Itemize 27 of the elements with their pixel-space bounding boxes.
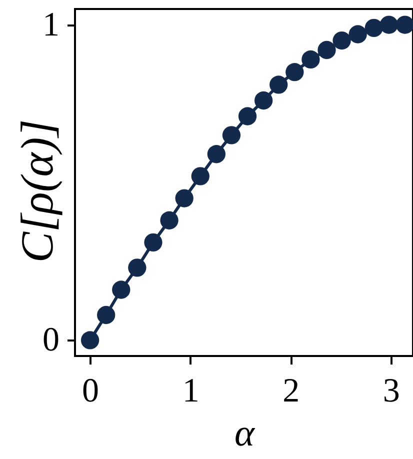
x-tick-label: 1 (182, 372, 200, 410)
point (160, 211, 178, 230)
point (348, 25, 367, 44)
point (318, 40, 336, 60)
point (332, 31, 351, 50)
x-tick-label: 2 (282, 372, 300, 410)
point (302, 50, 320, 69)
x-tick-label: 3 (382, 372, 400, 410)
point (191, 167, 210, 186)
point (175, 189, 194, 208)
point (207, 145, 226, 164)
point (97, 306, 116, 324)
point (222, 126, 241, 144)
point (286, 63, 304, 82)
point (144, 233, 162, 252)
point (80, 331, 100, 350)
point (380, 16, 398, 34)
point (396, 16, 413, 34)
point (238, 107, 257, 126)
point (364, 18, 383, 37)
y-axis-title: C[ρ(α)] (12, 119, 62, 263)
x-axis-title: α (234, 412, 256, 454)
x-tick-label: 0 (82, 372, 100, 410)
point (128, 258, 146, 277)
point (254, 91, 273, 110)
point (112, 280, 130, 299)
point (270, 76, 288, 94)
